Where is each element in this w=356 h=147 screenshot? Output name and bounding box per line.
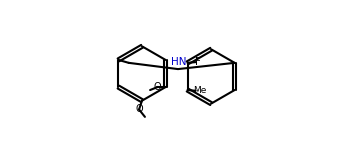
Text: Me: Me xyxy=(193,86,206,95)
Text: O: O xyxy=(153,82,161,92)
Text: F: F xyxy=(195,57,201,67)
Text: O: O xyxy=(135,104,143,114)
Text: HN: HN xyxy=(171,57,187,67)
